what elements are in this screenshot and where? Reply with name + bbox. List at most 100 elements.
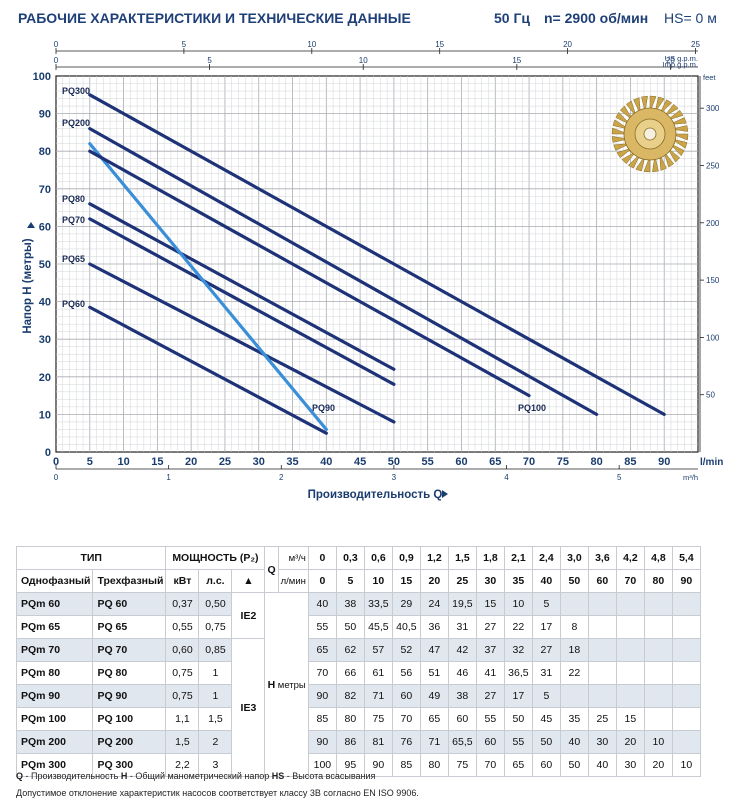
q-lmin-value: 20 <box>419 569 449 593</box>
head-value: 50 <box>559 753 589 777</box>
q-lmin-value: 80 <box>643 569 673 593</box>
power-header: МОЩНОСТЬ (P₂) <box>165 546 266 570</box>
head-value: 60 <box>447 707 477 731</box>
head-value: 85 <box>391 753 421 777</box>
head-value: 17 <box>531 615 561 639</box>
power-hp: 3 <box>198 753 233 777</box>
single-phase-model: PQm 200 <box>15 730 94 754</box>
q-m3h-value: 3,0 <box>559 546 589 570</box>
power-kw: 0,37 <box>165 592 200 616</box>
x-tick-label: 30 <box>253 456 265 468</box>
three-phase-model: PQ 300 <box>92 753 167 777</box>
series-line-pq80 <box>88 202 396 371</box>
power-hp: 0,75 <box>198 615 233 639</box>
q-m3h-value: 1,8 <box>475 546 505 570</box>
q-m3h-value: 2,4 <box>531 546 561 570</box>
three-phase-model: PQ 90 <box>92 684 167 708</box>
q-unit-m3h: м³/ч <box>277 546 309 570</box>
head-value: 65 <box>307 638 337 662</box>
single-phase-model: PQm 100 <box>15 707 94 731</box>
q-m3h-value: 4,2 <box>615 546 645 570</box>
head-value <box>559 684 589 708</box>
head-value: 71 <box>419 730 449 754</box>
tolerance-note: Допустимое отклонение характеристик насо… <box>16 788 419 798</box>
x-tick-label: 0 <box>53 456 59 468</box>
series-label-pq100: PQ100 <box>518 403 546 413</box>
head-value: 25 <box>587 707 617 731</box>
power-kw: 2,2 <box>165 753 200 777</box>
three-phase-model: PQ 70 <box>92 638 167 662</box>
head-value <box>587 592 617 616</box>
power-hp: 1 <box>198 661 233 685</box>
y-tick-label: 70 <box>39 184 51 196</box>
chart-title: РАБОЧИЕ ХАРАКТЕРИСТИКИ И ТЕХНИЧЕСКИЕ ДАН… <box>18 10 411 26</box>
head-value: 17 <box>503 684 533 708</box>
head-value: 65,5 <box>447 730 477 754</box>
hp-header: л.с. <box>198 569 233 593</box>
y-tick-label: 30 <box>39 334 51 346</box>
single-phase-model: PQm 65 <box>15 615 94 639</box>
head-value <box>671 615 701 639</box>
ie2-class: IE2 <box>231 592 266 639</box>
x-tick-label: 80 <box>591 456 603 468</box>
head-value <box>671 730 701 754</box>
note-q-abbr: Q <box>16 771 24 781</box>
q-m3h-value: 0,3 <box>335 546 365 570</box>
head-value: 65 <box>419 707 449 731</box>
y-tick-label: 60 <box>39 221 51 233</box>
head-value: 60 <box>391 684 421 708</box>
head-value: 29 <box>391 592 421 616</box>
imp-gpm-tick-label: 5 <box>207 56 212 65</box>
x-axis-label: Производительность Q <box>308 489 443 501</box>
head-value <box>559 592 589 616</box>
head-value: 20 <box>643 753 673 777</box>
head-value: 75 <box>363 707 393 731</box>
head-value: 18 <box>559 638 589 662</box>
ie3-class: IE3 <box>231 638 266 777</box>
head-value: 40 <box>307 592 337 616</box>
head-value: 50 <box>531 730 561 754</box>
head-value: 56 <box>391 661 421 685</box>
power-kw: 1,1 <box>165 707 200 731</box>
note-h-text: - Общий манометрический напор <box>127 771 272 781</box>
head-value: 52 <box>391 638 421 662</box>
head-value: 38 <box>447 684 477 708</box>
power-kw: 0,55 <box>165 615 200 639</box>
x-tick-label: 60 <box>455 456 467 468</box>
y-tick-label: 50 <box>39 259 51 271</box>
x-tick-label: 15 <box>151 456 163 468</box>
head-symbol: H <box>267 678 276 691</box>
q-header: Q <box>264 546 279 593</box>
head-value: 8 <box>559 615 589 639</box>
power-kw: 0,75 <box>165 661 200 685</box>
head-value: 60 <box>475 730 505 754</box>
table-row: PQm 90 PQ 90 0,75 1 90 82 71 60 49 38 27 17 5 <box>15 684 701 708</box>
three-phase-model: PQ 100 <box>92 707 167 731</box>
head-value: 30 <box>587 730 617 754</box>
head-value: 10 <box>643 730 673 754</box>
head-value <box>615 615 645 639</box>
m3h-tick-label: 1 <box>166 473 171 482</box>
q-m3h-value: 0,9 <box>391 546 421 570</box>
head-value: 65 <box>503 753 533 777</box>
us-gpm-tick-label: 0 <box>54 40 59 49</box>
speed-label: n= 2900 об/мин <box>544 10 649 26</box>
head-value: 81 <box>363 730 393 754</box>
head-value: 5 <box>531 684 561 708</box>
q-unit-lmin: л/мин <box>277 569 309 593</box>
m3h-tick-label: 3 <box>392 473 397 482</box>
head-value <box>615 638 645 662</box>
us-gpm-tick-label: 5 <box>182 40 187 49</box>
head-value <box>643 592 673 616</box>
head-value: 60 <box>531 753 561 777</box>
head-value <box>671 707 701 731</box>
q-lmin-value: 5 <box>335 569 365 593</box>
impeller-image <box>611 95 689 173</box>
series-line-pq70 <box>88 217 396 386</box>
head-value: 90 <box>307 684 337 708</box>
head-value <box>587 661 617 685</box>
head-value: 22 <box>559 661 589 685</box>
y-axis-arrow-icon <box>27 222 35 228</box>
head-value: 32 <box>503 638 533 662</box>
